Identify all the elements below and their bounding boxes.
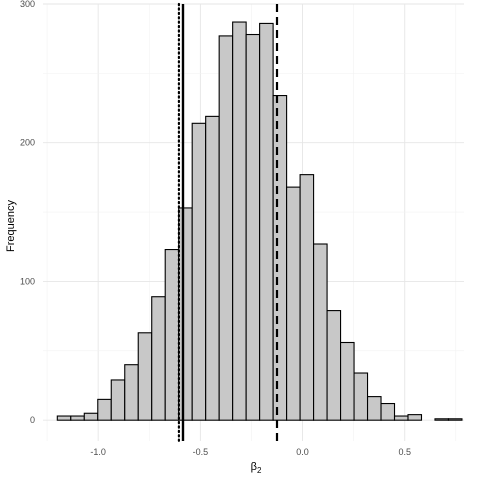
histogram-bar [70,415,85,421]
histogram-bar [299,174,315,421]
histogram-bar [56,415,72,421]
histogram-bar [164,249,180,421]
histogram-bar [407,414,423,421]
reference-lines [177,2,279,443]
y-axis-ticks: 0 100 200 300 [20,0,35,425]
y-tick-label: 0 [30,415,35,425]
y-tick-label: 100 [20,276,35,286]
x-axis-ticks: -1.0 -0.5 0.0 0.5 [90,447,411,457]
x-tick-label: 0.0 [296,447,309,457]
histogram-bar [340,341,355,421]
histogram-bar [447,418,463,421]
histogram-bars [56,21,463,421]
histogram-bar [137,332,153,421]
histogram-bar [151,296,166,421]
histogram-bar [191,122,207,421]
y-axis-title: Frequency [5,200,17,252]
histogram-bar [97,398,112,421]
histogram-bar [124,364,139,421]
y-tick-label: 200 [20,138,35,148]
x-tick-label: -0.5 [193,447,209,457]
histogram-bar [313,243,328,421]
histogram-bar [218,35,234,421]
histogram-bar [286,186,301,421]
histogram-bar [393,415,409,421]
histogram-bar [232,21,247,421]
histogram-bar [272,95,288,421]
x-tick-label: 0.5 [398,447,411,457]
histogram-bar [245,33,261,421]
histogram-bar [259,22,274,421]
histogram-bar [110,379,126,421]
x-axis-title-symbol: β [251,461,257,473]
histogram-bar [205,115,220,421]
histogram-bar [83,412,99,421]
histogram-bar [353,372,369,421]
histogram-bar [434,418,450,421]
histogram-bar [380,402,396,421]
x-axis-title: β2 [251,461,262,475]
histogram-bar [178,207,193,421]
histogram-bar [326,310,342,421]
histogram-bar [366,396,382,421]
y-tick-label: 300 [20,0,35,9]
x-tick-label: -1.0 [90,447,106,457]
x-axis-title-subscript: 2 [257,466,262,475]
